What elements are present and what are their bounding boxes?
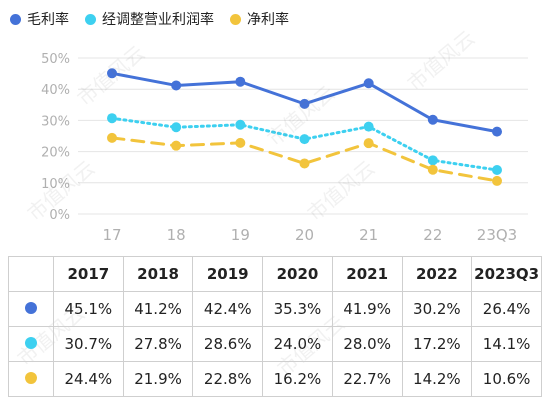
table-cell: 28.0%	[331, 326, 403, 362]
table-cell: 41.9%	[331, 291, 403, 327]
table-row-net-margin: 24.4% 21.9% 22.8% 16.2% 22.7% 14.2% 10.6…	[8, 361, 542, 397]
y-tick-label: 10%	[41, 177, 70, 192]
table-row-adjusted-operating-margin: 30.7% 27.8% 28.6% 24.0% 28.0% 17.2% 14.1…	[8, 326, 542, 362]
y-tick-label: 40%	[41, 83, 70, 98]
x-tick-label: 22	[423, 226, 442, 244]
y-tick-label: 20%	[41, 146, 70, 161]
table-cell: 30.7%	[53, 326, 124, 362]
data-point	[235, 76, 246, 87]
row-marker-net-margin	[25, 372, 37, 384]
margin-data-table: 2017 2018 2019 2020 2021 2022 2023Q3 45.…	[8, 256, 542, 397]
table-cell: 26.4%	[471, 291, 542, 327]
x-tick-label: 23Q3	[477, 226, 517, 244]
table-row-gross-margin: 45.1% 41.2% 42.4% 35.3% 41.9% 30.2% 26.4…	[8, 291, 542, 327]
x-tick-label: 21	[359, 226, 378, 244]
data-point	[235, 137, 246, 148]
table-cell: 17.2%	[401, 326, 473, 362]
table-cell: 14.2%	[401, 361, 473, 397]
data-point	[107, 68, 117, 79]
x-tick-label: 17	[102, 226, 121, 244]
table-header-cell: 2017	[53, 256, 124, 292]
data-point	[363, 138, 374, 149]
table-cell: 45.1%	[53, 291, 124, 327]
table-cell: 22.7%	[331, 361, 403, 397]
table-cell: 22.8%	[192, 361, 264, 397]
data-point	[492, 165, 502, 176]
table-corner-cell	[8, 256, 54, 292]
legend-item-net-margin: 净利率	[230, 9, 289, 29]
table-cell: 10.6%	[471, 361, 542, 397]
data-point	[107, 132, 117, 143]
table-cell: 27.8%	[122, 326, 194, 362]
row-marker-gross-margin	[25, 302, 37, 314]
table-header-cell: 2019	[192, 256, 264, 292]
table-cell: 14.1%	[471, 326, 542, 362]
table-cell: 30.2%	[401, 291, 473, 327]
data-point	[171, 80, 182, 91]
data-point	[427, 164, 438, 175]
data-point	[427, 114, 438, 125]
row-marker-adjusted-operating-margin	[25, 337, 37, 349]
x-tick-label: 19	[231, 226, 250, 244]
table-header-cell: 2023Q3	[471, 256, 542, 292]
data-point	[171, 140, 182, 151]
table-header-cell: 2020	[262, 256, 333, 292]
table-header-cell: 2022	[401, 256, 473, 292]
data-point	[299, 134, 310, 145]
legend-marker-adjusted-operating-margin	[85, 13, 96, 25]
row-marker-cell	[8, 361, 54, 397]
data-point	[299, 98, 310, 109]
table-cell: 16.2%	[262, 361, 333, 397]
data-point	[235, 119, 246, 130]
data-point	[427, 155, 438, 166]
legend-marker-gross-margin	[10, 13, 21, 25]
table-cell: 35.3%	[262, 291, 333, 327]
table-header-cell: 2021	[331, 256, 403, 292]
legend-item-adjusted-operating-margin: 经调整营业利润率	[85, 9, 214, 29]
table-cell: 42.4%	[192, 291, 264, 327]
legend-label-net-margin: 净利率	[247, 12, 289, 28]
legend-label-adjusted-operating-margin: 经调整营业利润率	[102, 12, 214, 28]
x-tick-label: 18	[167, 226, 186, 244]
data-point	[299, 158, 310, 169]
table-cell: 21.9%	[122, 361, 194, 397]
legend-marker-net-margin	[230, 13, 241, 25]
y-tick-label: 0%	[49, 208, 70, 223]
table-header-row: 2017 2018 2019 2020 2021 2022 2023Q3	[8, 256, 542, 292]
data-point	[171, 122, 182, 133]
table-cell: 24.4%	[53, 361, 124, 397]
data-point	[363, 121, 374, 132]
data-point	[107, 113, 117, 124]
x-tick-label: 20	[295, 226, 314, 244]
y-tick-label: 30%	[41, 114, 70, 129]
margin-line-chart: 0% 10% 20% 30% 40% 50% 17 18 19 20 21 22 23Q3	[41, 52, 528, 244]
row-marker-cell	[8, 326, 54, 362]
chart-legend: 毛利率 经调整营业利润率 净利率	[10, 8, 305, 30]
legend-label-gross-margin: 毛利率	[27, 12, 69, 28]
legend-item-gross-margin: 毛利率	[10, 9, 69, 29]
table-cell: 24.0%	[262, 326, 333, 362]
table-cell: 41.2%	[122, 291, 194, 327]
table-header-cell: 2018	[122, 256, 194, 292]
data-point	[363, 78, 374, 89]
table-cell: 28.6%	[192, 326, 264, 362]
row-marker-cell	[8, 291, 54, 327]
y-tick-label: 50%	[41, 52, 70, 67]
data-point	[492, 175, 502, 186]
data-point	[492, 126, 502, 137]
